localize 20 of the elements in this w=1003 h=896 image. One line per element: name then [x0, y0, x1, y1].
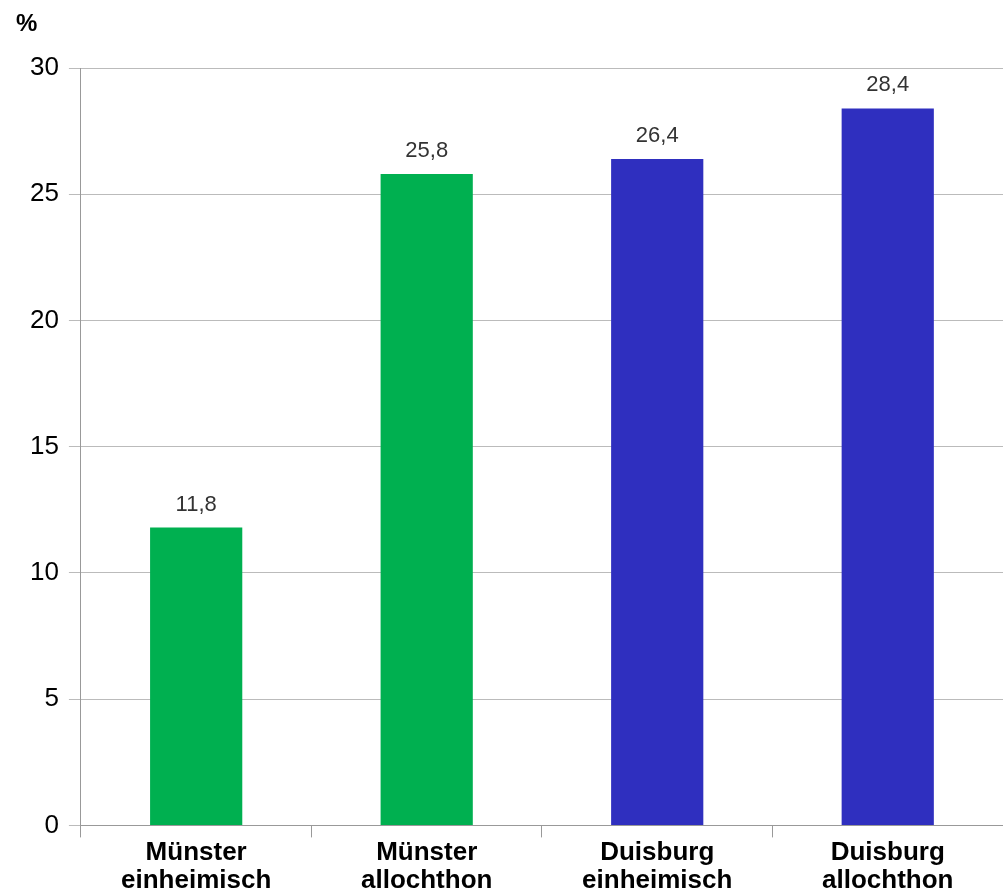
x-tick-label: Duisburg allochthon	[822, 836, 954, 894]
data-label: 11,8	[175, 490, 217, 516]
y-axis-title: %	[16, 8, 38, 36]
data-label: 25,8	[405, 137, 449, 163]
y-tick-label: 25	[30, 177, 59, 208]
x-tick-label: Münster einheimisch	[121, 836, 272, 894]
y-tick-label: 15	[30, 429, 59, 460]
bar	[380, 174, 473, 825]
data-label: 28,4	[866, 71, 910, 97]
y-tick-label: 10	[30, 556, 59, 587]
y-tick-label: 30	[30, 51, 59, 82]
x-tick-label: Münster allochthon	[360, 836, 493, 894]
data-label: 26,4	[635, 121, 679, 147]
bar	[150, 527, 243, 825]
bar	[841, 108, 934, 825]
y-tick-label: 5	[44, 682, 59, 713]
x-tick-label: Duisburg einheimisch	[582, 836, 733, 894]
y-tick-label: 20	[30, 303, 59, 334]
y-tick-label: 0	[44, 808, 59, 839]
bar	[611, 158, 704, 825]
